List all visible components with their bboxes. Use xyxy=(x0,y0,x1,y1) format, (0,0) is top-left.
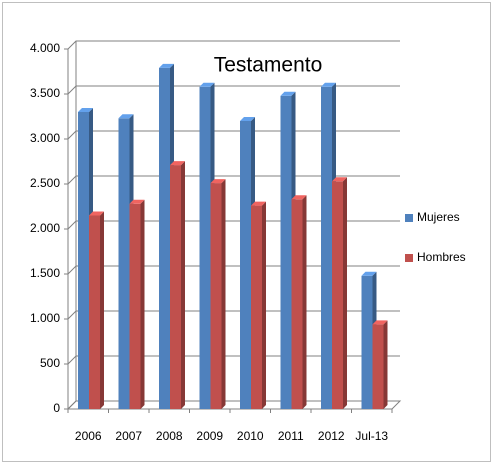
bar-top xyxy=(280,91,296,96)
bar-top xyxy=(291,195,307,200)
bar-top xyxy=(89,211,104,216)
x-tick-label: Jul-13 xyxy=(355,429,388,443)
grid-line xyxy=(67,40,400,50)
bar-front xyxy=(199,86,211,410)
bar-top xyxy=(361,271,377,276)
bar-top xyxy=(118,114,134,119)
x-tick-label: 2012 xyxy=(318,429,345,443)
y-tick-label: 1.500 xyxy=(30,266,60,280)
grid-line xyxy=(67,85,400,95)
bar-side xyxy=(343,177,347,409)
bar-front xyxy=(332,181,343,409)
bar-side xyxy=(302,195,307,409)
bar xyxy=(372,320,388,409)
bar-top xyxy=(129,199,145,204)
bar-front xyxy=(89,215,100,409)
chart-title: Testamento xyxy=(214,54,323,77)
bar-front xyxy=(321,86,332,410)
bar-front xyxy=(118,118,130,410)
bar-top xyxy=(251,201,266,206)
bar-front xyxy=(361,275,373,409)
bar-top xyxy=(78,108,93,112)
x-tick-label: 2007 xyxy=(115,429,142,443)
bar-side xyxy=(262,201,266,409)
bar-side xyxy=(383,320,388,409)
y-tick-label: 2.000 xyxy=(30,221,60,235)
bar-top xyxy=(372,320,388,325)
bar xyxy=(251,201,266,409)
x-tick-label: 2006 xyxy=(75,429,102,443)
y-tick-label: 2.500 xyxy=(30,176,60,190)
y-tick-label: 0 xyxy=(53,401,60,415)
bar-side xyxy=(181,161,185,409)
bar-front xyxy=(291,199,303,409)
y-tick-label: 1.000 xyxy=(30,311,60,325)
bar-top xyxy=(332,177,347,182)
legend-swatch xyxy=(405,214,413,222)
bar xyxy=(129,199,145,409)
bar xyxy=(332,177,347,409)
bar-top xyxy=(210,179,226,184)
x-tick-label: 2010 xyxy=(237,429,264,443)
y-tick-label: 3.000 xyxy=(30,131,60,145)
bar-top xyxy=(199,82,215,87)
bar-front xyxy=(251,205,262,409)
legend-label: Hombres xyxy=(417,250,466,264)
bar-front xyxy=(240,121,251,409)
bar xyxy=(291,195,307,409)
legend-label: Mujeres xyxy=(417,210,460,224)
bar-front xyxy=(210,183,222,409)
legend-swatch xyxy=(405,254,413,262)
bar-side xyxy=(140,199,145,409)
bar-top xyxy=(321,82,336,87)
bar-front xyxy=(170,165,181,409)
bar-front xyxy=(159,67,170,410)
bar-side xyxy=(221,179,226,409)
bar-top xyxy=(240,117,255,121)
x-tick-label: 2008 xyxy=(156,429,183,443)
y-tick-label: 3.500 xyxy=(30,86,60,100)
x-tick-label: 2009 xyxy=(196,429,223,443)
bar-top xyxy=(170,161,185,166)
x-tick-label: 2011 xyxy=(278,429,304,443)
bar-front xyxy=(372,324,384,409)
bar xyxy=(89,211,104,409)
bar-front xyxy=(129,203,141,409)
bar-front xyxy=(280,95,292,410)
bar-side xyxy=(100,211,104,409)
y-tick-label: 4.000 xyxy=(30,41,60,55)
y-tick-label: 500 xyxy=(40,356,60,370)
bar xyxy=(210,179,226,409)
bar-top xyxy=(159,63,174,68)
bar xyxy=(170,161,185,409)
bar-front xyxy=(78,112,89,409)
